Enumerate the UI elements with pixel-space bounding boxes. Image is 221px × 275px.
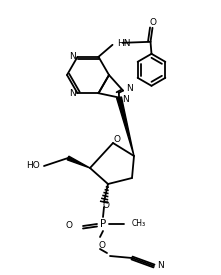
Text: P: P: [100, 219, 106, 229]
Text: N: N: [69, 52, 76, 61]
Text: O: O: [99, 241, 105, 251]
Text: CH₃: CH₃: [132, 219, 146, 229]
Text: N: N: [126, 84, 133, 93]
Text: O: O: [66, 221, 73, 230]
Text: O: O: [114, 134, 120, 144]
Text: HO: HO: [26, 161, 40, 170]
Text: N: N: [69, 89, 76, 98]
Text: O: O: [150, 18, 157, 27]
Text: HN: HN: [118, 39, 131, 48]
Polygon shape: [67, 156, 90, 168]
Text: N: N: [122, 95, 129, 104]
Text: O: O: [103, 202, 109, 210]
Polygon shape: [117, 97, 134, 156]
Text: N: N: [158, 262, 164, 271]
